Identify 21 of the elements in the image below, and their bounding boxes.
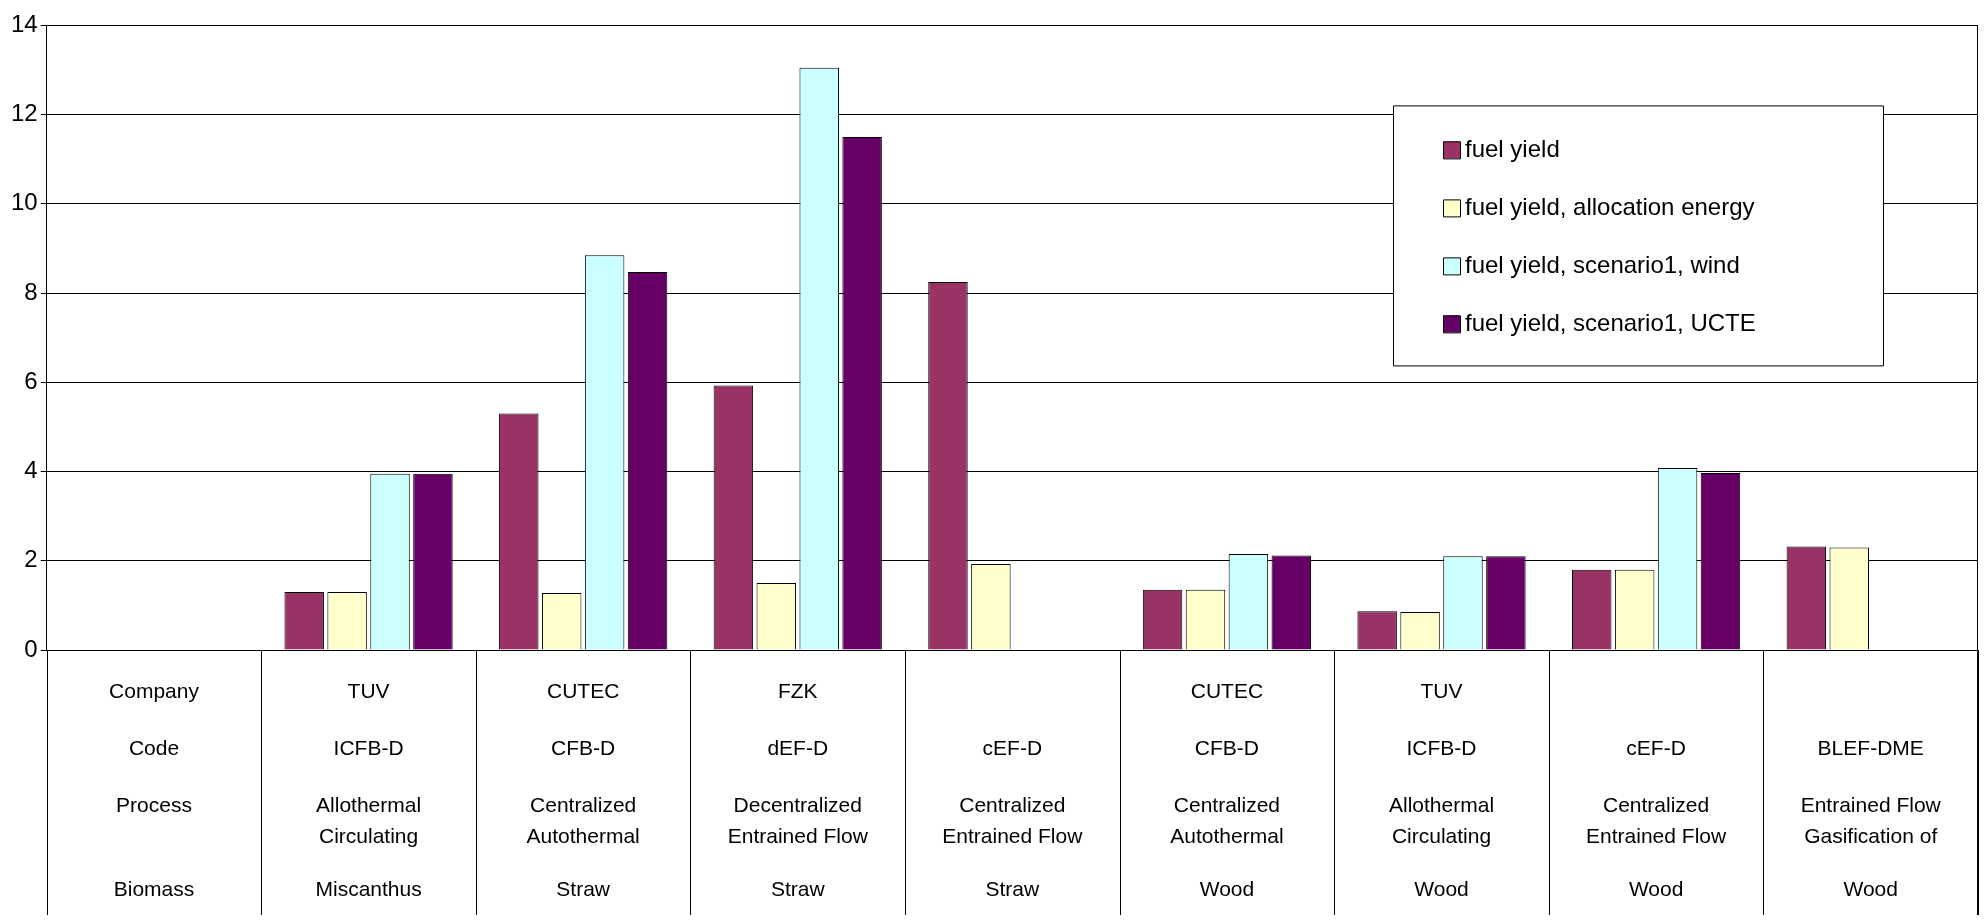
y-tick-label: 14 (10, 10, 38, 38)
legend-label: fuel yield, scenario1, wind (1465, 251, 1740, 279)
legend-label: fuel yield, allocation energy (1465, 193, 1755, 221)
category-label: cEF-D Centralized Entrained Flow Wood (1586, 735, 1727, 900)
category-label: FZK dEF-D Decentralized Entrained Flow Straw (727, 678, 868, 900)
category-label: BLEF-DME Entrained Flow Gasification of Wood (1800, 735, 1941, 900)
category-label: CUTEC CFB-D Centralized Autothermal Straw (526, 678, 640, 900)
category-label: Company Code Process Biomass (109, 678, 199, 900)
category-label: TUV ICFB-D Allothermal Circulating Miscanthus (315, 678, 422, 900)
category-label: TUV ICFB-D Allothermal Circulating Wood (1389, 678, 1495, 900)
y-tick-label: 10 (10, 188, 38, 216)
y-tick-label: 6 (24, 366, 38, 394)
y-tick-label: 8 (24, 277, 38, 305)
category-label: CUTEC CFB-D Centralized Autothermal Wood (1170, 678, 1284, 900)
y-tick-label: 2 (24, 545, 38, 573)
legend-label: fuel yield, scenario1, UCTE (1465, 309, 1756, 337)
legend-label: fuel yield (1465, 135, 1560, 163)
y-tick-label: 4 (24, 456, 38, 484)
category-label: cEF-D Centralized Entrained Flow Straw (942, 735, 1083, 900)
y-tick-label: 0 (24, 634, 38, 662)
y-tick-label: 12 (10, 99, 38, 127)
